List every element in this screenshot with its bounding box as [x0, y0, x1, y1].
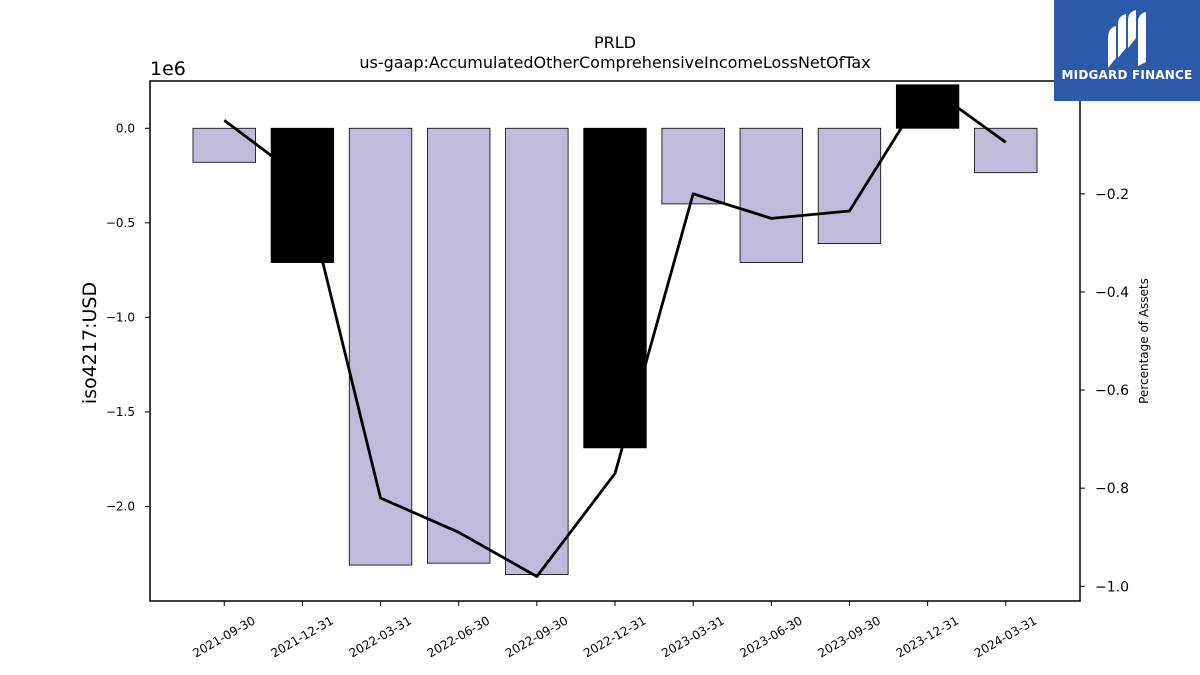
bar-2022-09-30 — [505, 127, 569, 575]
x-tick-label: 2023-06-30 — [737, 613, 804, 660]
bar-2021-09-30 — [192, 127, 256, 163]
y-offset-text: 1e6 — [150, 58, 186, 80]
x-tick-label: 2023-03-31 — [659, 613, 726, 660]
y2-tick-label: −0.2 — [1095, 187, 1129, 203]
y-tick-label: −1.0 — [106, 310, 135, 324]
x-tick-label: 2021-12-31 — [268, 613, 335, 660]
bar-2023-03-31 — [661, 127, 725, 205]
brand-mark-icon — [1108, 10, 1146, 68]
y2-axis-label: Percentage of Assets — [1137, 278, 1151, 404]
line-group — [223, 84, 1007, 578]
x-tick-label: 2023-09-30 — [816, 613, 883, 660]
chart-title: PRLD — [594, 33, 636, 52]
x-tick-label: 2022-12-31 — [581, 613, 648, 660]
brand-logo: MIDGARD FINANCE — [1054, 0, 1200, 101]
x-tick-label: 2022-09-30 — [503, 613, 570, 660]
y-tick-label: 0.0 — [116, 121, 135, 135]
bar-2023-09-30 — [817, 127, 882, 245]
y-axis-label: iso4217:USD — [79, 282, 101, 404]
bar-2021-12-31 — [270, 127, 335, 263]
x-tick-label: 2022-03-31 — [347, 613, 414, 660]
bars-group — [192, 84, 1038, 575]
bar-2022-03-31 — [348, 127, 413, 566]
x-tick-label: 2024-03-31 — [972, 613, 1039, 660]
x-tick-label: 2021-09-30 — [190, 613, 257, 660]
bar-2023-06-30 — [739, 127, 803, 263]
y2-tick-label: −0.6 — [1095, 383, 1129, 399]
bar-2022-06-30 — [427, 127, 491, 564]
bar-2024-03-31 — [974, 127, 1038, 174]
x-tick-label: 2023-12-31 — [894, 613, 961, 660]
y2-tick-label: −1.0 — [1095, 579, 1129, 595]
chart-subtitle: us-gaap:AccumulatedOtherComprehensiveInc… — [359, 53, 870, 72]
plot-frame — [149, 80, 1081, 602]
x-tick-label: 2022-06-30 — [425, 613, 492, 660]
brand-name: MIDGARD FINANCE — [1061, 68, 1193, 82]
y2-tick-label: −0.4 — [1095, 285, 1129, 301]
y2-tick-label: −0.8 — [1095, 481, 1129, 497]
y-tick-label: −0.5 — [106, 216, 135, 230]
y-tick-label: −1.5 — [106, 405, 135, 419]
y-tick-label: −2.0 — [106, 499, 135, 513]
